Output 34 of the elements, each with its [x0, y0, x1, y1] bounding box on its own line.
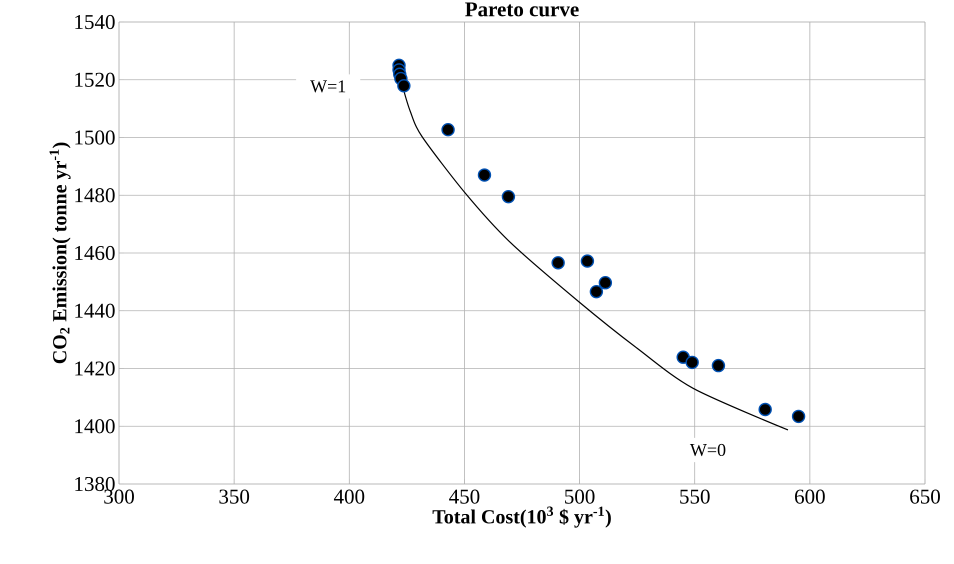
x-tick-label: 450	[449, 490, 480, 504]
y-tick-label: 1380	[75, 476, 115, 492]
y-tick-label: 1520	[75, 72, 115, 87]
x-tick-label: 500	[565, 490, 595, 504]
x-tick-label: 350	[219, 490, 250, 504]
x-tick-label: 400	[334, 490, 364, 504]
x-tick-label: 550	[680, 490, 710, 504]
y-tick-label: 1500	[75, 130, 115, 145]
point	[685, 356, 699, 370]
chart-title: Pareto curve	[465, 2, 579, 16]
point	[598, 276, 612, 290]
point	[551, 256, 565, 270]
y-tick-label: 1440	[75, 304, 115, 318]
point	[758, 402, 772, 416]
point	[590, 284, 604, 298]
y-tick-label: 1460	[75, 246, 115, 260]
y-tick-label: 1540	[75, 14, 115, 30]
point	[478, 168, 492, 182]
y-axis-title: CO$_{2}$ Emission( tonne yr$^{-1}$)	[50, 142, 71, 364]
point	[397, 79, 411, 93]
y-tick-label: 1480	[75, 188, 115, 202]
point	[502, 190, 516, 204]
point	[580, 254, 594, 268]
annotation: W=0	[690, 444, 726, 456]
x-axis-title: Total Cost(10$^{3}$ $ yr$^{-1}$)	[432, 506, 611, 528]
point	[792, 410, 806, 424]
x-tick-label: 650	[910, 490, 940, 504]
point	[712, 358, 726, 372]
annotation: W=1	[310, 80, 346, 92]
x-tick-label: 600	[795, 490, 825, 504]
y-tick-label: 1400	[75, 419, 115, 434]
y-tick-label: 1420	[75, 361, 115, 376]
point	[441, 122, 455, 136]
x-tick-label: 300	[104, 490, 134, 504]
